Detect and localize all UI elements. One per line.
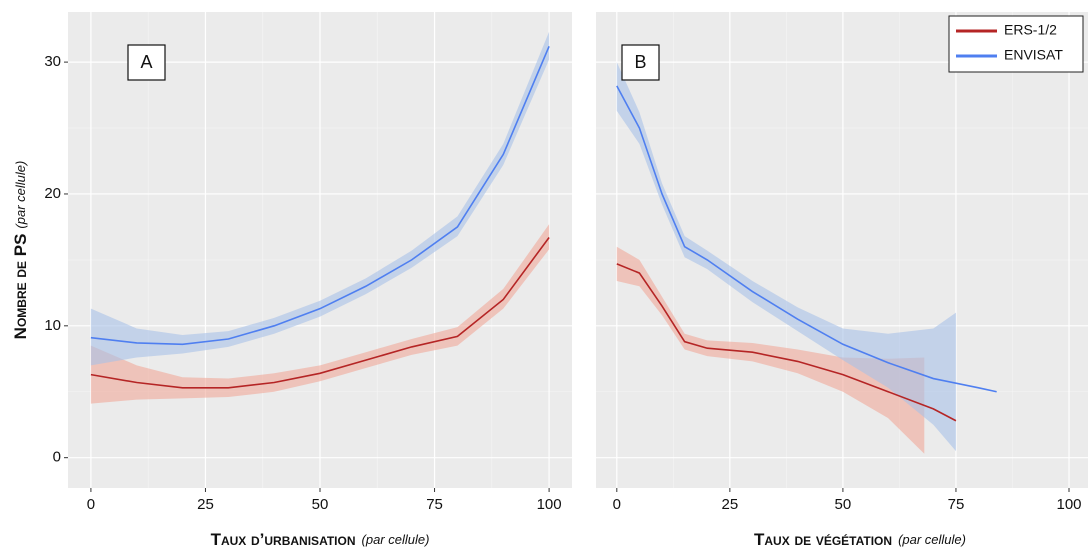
x-axis-label: Taux de végétation (par cellule)	[754, 530, 966, 549]
y-axis-label-main: Nombre de PS	[11, 234, 30, 340]
y-axis-label: Nombre de PS (par cellule)	[11, 161, 30, 340]
series-line	[90, 236, 550, 389]
confidence-band	[90, 224, 550, 404]
x-axis-label-main: Taux d’urbanisation	[211, 530, 356, 549]
x-tick-label: 25	[197, 496, 214, 513]
series-line	[616, 263, 957, 422]
x-tick-label: 100	[1056, 496, 1081, 513]
y-tick-label: 20	[44, 185, 61, 202]
x-tick-label: 100	[537, 496, 562, 513]
x-axis-label-note: (par cellule)	[898, 532, 966, 547]
x-tick-label: 75	[426, 496, 443, 513]
panel-label: B	[634, 52, 646, 72]
legend-label: ERS-1/2	[1004, 22, 1057, 38]
y-tick-label: 30	[44, 53, 61, 70]
x-axis-label: Taux d’urbanisation (par cellule)	[211, 530, 430, 549]
panel-label-box	[621, 44, 660, 81]
confidence-band	[616, 62, 956, 452]
x-tick-label: 75	[948, 496, 965, 513]
x-tick-label: 50	[835, 496, 852, 513]
plot-background	[596, 12, 1088, 488]
legend-label: ENVISAT	[1004, 47, 1063, 63]
series-line	[90, 45, 550, 346]
series-line	[616, 85, 997, 393]
legend-box	[948, 15, 1084, 73]
x-axis-label-main: Taux de végétation	[754, 530, 892, 549]
y-axis-label-note: (par cellule)	[13, 161, 28, 229]
x-tick-label: 25	[722, 496, 739, 513]
x-axis-label-note: (par cellule)	[362, 532, 430, 547]
confidence-band	[616, 246, 925, 454]
y-tick-label: 0	[53, 449, 61, 466]
confidence-band	[90, 31, 550, 366]
panel-label: A	[140, 52, 152, 72]
x-tick-label: 50	[312, 496, 329, 513]
panel-label-box	[127, 44, 166, 81]
x-tick-label: 0	[87, 496, 95, 513]
x-tick-label: 0	[613, 496, 621, 513]
y-tick-label: 10	[44, 317, 61, 334]
